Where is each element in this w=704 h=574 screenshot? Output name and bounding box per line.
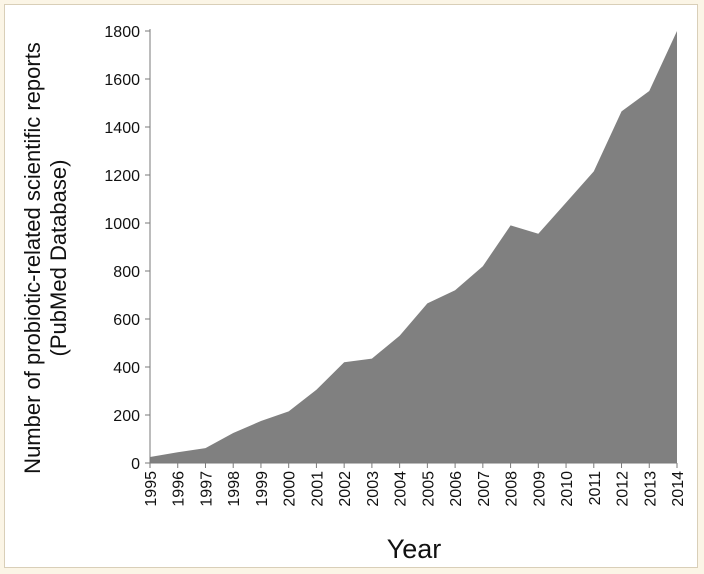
x-tick-label-1999: 1999 <box>254 471 271 507</box>
y-tick-label-400: 400 <box>113 360 140 377</box>
x-tick-label-2008: 2008 <box>504 471 521 507</box>
x-tick-label-1995: 1995 <box>143 471 160 507</box>
y-axis-title: Number of probiotic-related scientific r… <box>20 42 71 474</box>
y-tick-label-200: 200 <box>113 408 140 425</box>
y-tick-label-1800: 1800 <box>104 24 140 41</box>
x-tick-label-2001: 2001 <box>309 471 326 507</box>
x-axis-ticks: 1995 1996 1997 1998 1999 2000 2001 2002 2003 2004… <box>143 463 687 507</box>
x-axis-title: Year <box>387 534 442 564</box>
y-axis-title-line-2: (PubMed Database) <box>46 160 71 357</box>
y-tick-label-1600: 1600 <box>104 72 140 89</box>
y-axis-title-line-1: Number of probiotic-related scientific r… <box>20 42 45 474</box>
y-tick-label-0: 0 <box>131 456 140 473</box>
x-tick-label-1996: 1996 <box>171 471 188 507</box>
x-tick-label-2004: 2004 <box>393 471 410 507</box>
x-tick-label-2000: 2000 <box>282 471 299 507</box>
y-tick-label-1400: 1400 <box>104 120 140 137</box>
x-tick-label-2003: 2003 <box>365 471 382 507</box>
x-tick-label-2014: 2014 <box>670 471 687 507</box>
y-tick-label-600: 600 <box>113 312 140 329</box>
x-tick-label-2007: 2007 <box>476 471 493 507</box>
plot-area <box>149 29 678 464</box>
x-tick-label-2011: 2011 <box>587 471 604 506</box>
area-series <box>150 31 677 463</box>
x-tick-label-2009: 2009 <box>531 471 548 507</box>
x-tick-label-2012: 2012 <box>615 471 632 507</box>
y-tick-label-1000: 1000 <box>104 216 140 233</box>
x-tick-label-2006: 2006 <box>448 471 465 507</box>
x-tick-label-2002: 2002 <box>337 471 354 507</box>
x-tick-label-2005: 2005 <box>420 471 437 507</box>
x-tick-label-1998: 1998 <box>226 471 243 507</box>
x-tick-label-1997: 1997 <box>198 471 215 507</box>
x-tick-label-2010: 2010 <box>559 471 576 507</box>
y-tick-label-1200: 1200 <box>104 168 140 185</box>
x-tick-label-2013: 2013 <box>642 471 659 507</box>
y-axis-ticks: 0 200 400 600 800 1000 1200 1400 1600 1800 <box>104 24 150 473</box>
y-tick-label-800: 800 <box>113 264 140 281</box>
